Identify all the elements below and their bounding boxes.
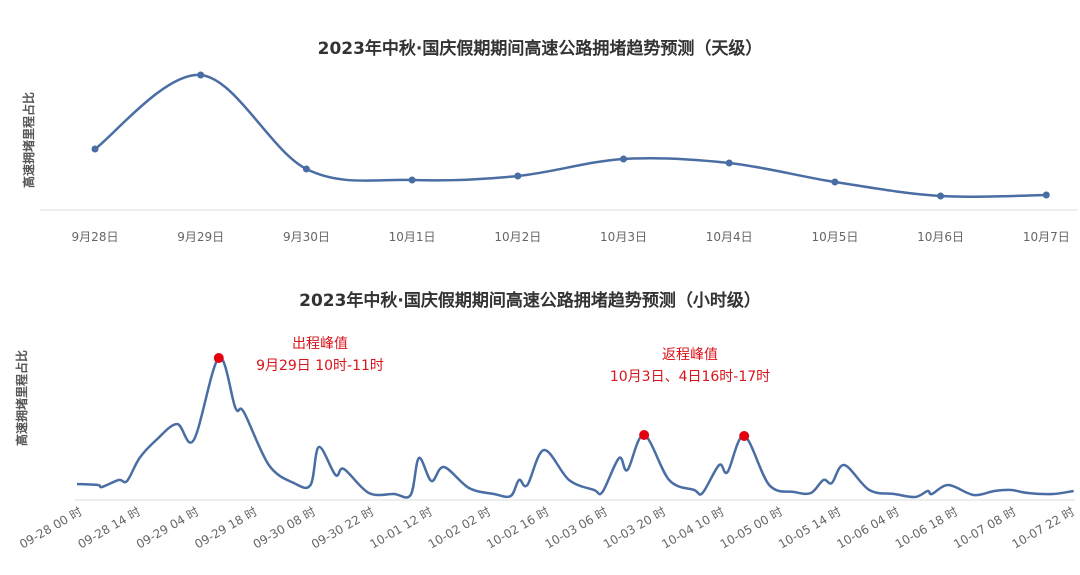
hourly-chart-title: 2023年中秋·国庆假期期间高速公路拥堵趋势预测（小时级） <box>299 290 761 311</box>
daily-x-tick-label: 10月3日 <box>600 230 647 244</box>
hourly-x-tick-label: 09-30 08 时 <box>251 504 318 551</box>
outbound-peak-time: 9月29日 10时-11时 <box>256 358 384 374</box>
hourly-x-tick-label: 09-29 04 时 <box>134 504 201 551</box>
daily-data-point <box>831 178 839 186</box>
hourly-x-tick-label: 09-28 00 时 <box>17 504 84 551</box>
daily-x-tick-label: 9月28日 <box>72 230 119 244</box>
daily-data-point <box>725 159 733 167</box>
hourly-x-tick-label: 10-06 04 时 <box>834 504 901 551</box>
hourly-x-tick-label: 10-02 16 时 <box>484 504 551 551</box>
hourly-x-tick-label: 10-07 22 时 <box>1010 504 1077 551</box>
daily-chart-title: 2023年中秋·国庆假期期间高速公路拥堵趋势预测（天级） <box>318 38 763 59</box>
outbound-peak-label: 出程峰值 <box>292 336 348 352</box>
daily-x-tick-label: 10月7日 <box>1023 230 1070 244</box>
daily-x-tick-label: 9月30日 <box>283 230 330 244</box>
peak-marker <box>639 430 650 440</box>
daily-data-point <box>1042 191 1050 199</box>
daily-x-tick-label: 10月6日 <box>917 230 964 244</box>
hourly-x-tick-label: 10-04 10 时 <box>659 504 726 551</box>
hourly-series-line <box>76 356 1074 499</box>
daily-data-point <box>937 192 945 200</box>
hourly-x-tick-label: 10-07 08 时 <box>951 504 1018 551</box>
hourly-x-tick-label: 10-03 06 时 <box>542 504 609 551</box>
return-peak-time: 10月3日、4日16时-17时 <box>610 369 770 385</box>
daily-data-point <box>91 145 99 153</box>
daily-x-tick-label: 10月5日 <box>811 230 858 244</box>
daily-data-point <box>620 155 627 163</box>
hourly-x-tick-label: 09-28 14 时 <box>75 504 142 551</box>
hourly-x-tick-label: 10-06 18 时 <box>893 504 960 551</box>
hourly-x-tick-label: 10-03 20 时 <box>601 504 668 551</box>
daily-data-point <box>408 176 416 184</box>
daily-x-tick-label: 10月4日 <box>706 230 753 244</box>
daily-data-point <box>302 165 310 173</box>
daily-x-tick-label: 10月1日 <box>389 230 436 244</box>
hourly-x-tick-label: 09-30 22 时 <box>309 504 376 551</box>
daily-y-axis-label: 高速拥堵里程占比 <box>21 92 36 188</box>
daily-x-tick-label: 10月2日 <box>494 230 541 244</box>
daily-data-point <box>197 71 205 79</box>
hourly-x-tick-label: 10-05 14 时 <box>776 504 843 551</box>
daily-series-line <box>94 73 1047 199</box>
hourly-x-tick-label: 10-01 12 时 <box>367 504 434 551</box>
hourly-x-tick-label: 10-02 02 时 <box>426 504 493 551</box>
daily-data-point <box>514 172 522 180</box>
peak-marker <box>213 353 224 363</box>
return-peak-label: 返程峰值 <box>662 347 718 363</box>
peak-marker <box>739 431 750 441</box>
hourly-y-axis-label: 高速拥堵里程占比 <box>14 350 29 446</box>
daily-x-tick-label: 9月29日 <box>177 230 224 244</box>
hourly-x-tick-label: 10-05 00 时 <box>718 504 785 551</box>
hourly-x-tick-label: 09-29 18 时 <box>192 504 259 551</box>
